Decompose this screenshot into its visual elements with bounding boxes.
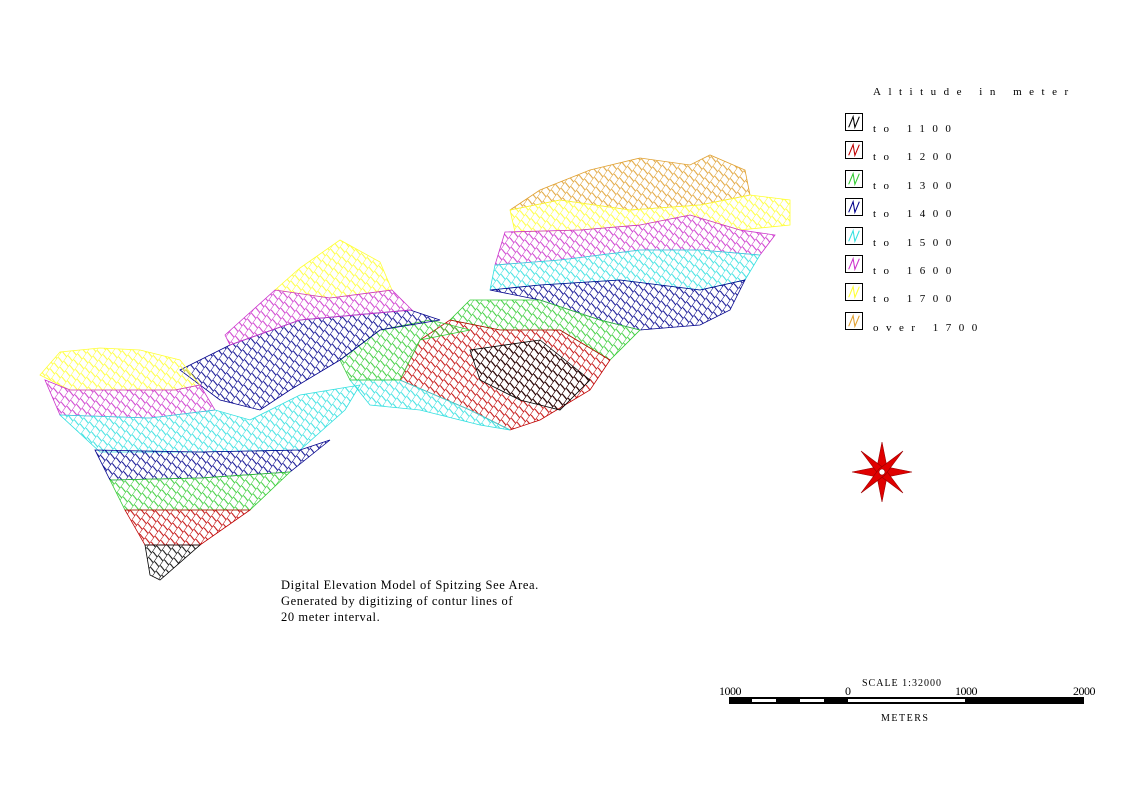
elevation-band-to-1300: [109, 471, 292, 511]
legend-label: to 1700: [873, 293, 959, 306]
scale-tick-label: 1000: [719, 684, 742, 698]
legend-item: to 1700: [845, 283, 1105, 306]
legend-label: to 1300: [873, 179, 959, 192]
elevation-band-to-1100: [469, 339, 591, 411]
legend-swatch: [845, 198, 863, 217]
legend-item: to 1200: [845, 141, 1105, 164]
legend-item: to 1400: [845, 198, 1105, 221]
legend-item: to 1600: [845, 255, 1105, 277]
legend-label: to 1500: [873, 236, 959, 249]
caption-line: Digital Elevation Model of Spitzing See …: [281, 578, 539, 592]
elevation-band-over-1700: [509, 154, 751, 211]
legend-label: over 1700: [873, 321, 985, 334]
legend-swatch: [845, 113, 863, 131]
legend-swatch: [845, 141, 863, 160]
elevation-band-to-1700: [274, 239, 393, 299]
elevation-band-to-1700: [39, 347, 201, 391]
legend-label: to 1600: [873, 265, 959, 277]
legend-title: Altitude in meter: [873, 86, 1076, 98]
legend-label: to 1100: [873, 123, 959, 135]
legend-item: to 1300: [845, 169, 1105, 192]
legend-swatch: [845, 226, 863, 245]
legend-label: to 1200: [873, 151, 959, 164]
scale-bar: [729, 697, 1084, 704]
elevation-band-to-1100: [144, 544, 202, 581]
scale-unit: METERS: [881, 713, 930, 724]
legend-item: to 1500: [845, 226, 1105, 249]
legend-swatch: [845, 255, 863, 273]
caption-line: 20 meter interval.: [281, 610, 381, 624]
scale-tick-label: 0: [845, 684, 851, 698]
elevation-band-to-1600: [224, 289, 413, 346]
scale-tick-label: 1000: [955, 684, 978, 698]
elevation-band-to-1200: [124, 509, 252, 546]
legend-swatch: [845, 311, 863, 330]
scale-tick-label: 2000: [1073, 684, 1096, 698]
elevation-band-to-1500: [349, 379, 511, 431]
compass-rose-icon: [851, 441, 913, 503]
legend-swatch: [845, 283, 863, 302]
map-caption: Digital Elevation Model of Spitzing See …: [281, 577, 539, 625]
legend-swatch: [845, 169, 863, 188]
legend-item: to 1100: [845, 113, 1105, 135]
legend-label: to 1400: [873, 208, 959, 221]
caption-line: Generated by digitizing of contur lines …: [281, 594, 514, 608]
legend-item: over 1700: [845, 311, 1105, 334]
scale-title: SCALE 1:32000: [862, 678, 942, 689]
